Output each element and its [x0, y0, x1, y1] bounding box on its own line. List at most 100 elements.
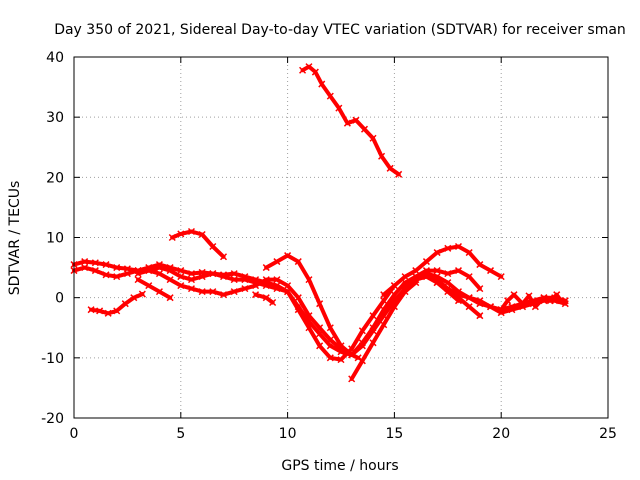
series-point — [102, 271, 110, 279]
x-tick-label: 20 — [492, 426, 510, 442]
series-point — [198, 230, 206, 239]
y-tick-label: -20 — [41, 411, 64, 427]
series-point — [326, 354, 334, 362]
series-point — [444, 270, 452, 278]
series-point — [412, 267, 420, 275]
series-point — [412, 276, 420, 284]
series-point — [219, 253, 228, 261]
series-point — [96, 307, 104, 315]
y-tick-label: 10 — [46, 231, 64, 247]
series-point — [305, 63, 313, 71]
series-point — [168, 233, 176, 242]
x-tick-label: 0 — [70, 426, 79, 442]
series-point — [476, 312, 484, 320]
y-tick-label: 30 — [46, 110, 64, 126]
series-point — [113, 273, 121, 281]
series-point — [465, 249, 473, 257]
series-point — [354, 354, 362, 362]
series-point — [177, 267, 185, 275]
series-point — [299, 66, 307, 74]
series-point — [348, 375, 356, 383]
chart-title: Day 350 of 2021, Sidereal Day-to-day VTE… — [54, 22, 626, 38]
series-point — [138, 290, 146, 298]
series-point — [326, 342, 334, 350]
series-point — [422, 270, 430, 278]
series-point — [497, 273, 505, 281]
series-point — [476, 261, 484, 269]
x-tick-label: 10 — [279, 426, 297, 442]
series-point — [390, 303, 398, 311]
series-point — [155, 264, 163, 272]
series-point — [262, 294, 270, 302]
series-point — [155, 288, 163, 296]
series-point — [358, 357, 366, 365]
series-point — [390, 291, 398, 299]
series-point — [130, 294, 138, 302]
series-point — [386, 164, 394, 172]
series-point — [326, 324, 334, 332]
series-point — [230, 288, 238, 296]
series-point — [230, 276, 238, 284]
series-point — [262, 282, 270, 290]
series-point — [166, 294, 174, 302]
series-point — [91, 259, 99, 267]
series-point — [262, 264, 270, 272]
series-point — [358, 327, 366, 335]
series-point — [294, 303, 302, 311]
series-point — [155, 270, 163, 278]
series-point — [273, 285, 281, 293]
series-point — [87, 306, 95, 314]
series-point — [401, 282, 409, 290]
series-point — [454, 267, 463, 275]
series-point — [316, 300, 324, 308]
series-point — [284, 252, 292, 260]
series-point — [369, 339, 377, 347]
series-point — [343, 119, 351, 127]
series-point — [326, 92, 334, 100]
x-axis-label: GPS time / hours — [281, 458, 398, 474]
series-point — [121, 300, 129, 308]
series-point — [134, 270, 142, 278]
series-point — [241, 285, 249, 293]
series-point — [348, 351, 356, 359]
series-point — [335, 104, 343, 112]
series-point — [316, 330, 324, 338]
series-point — [318, 80, 326, 88]
series-point — [262, 276, 270, 284]
series-point — [177, 273, 185, 281]
y-axis-label: SDTVAR / TECUs — [7, 181, 23, 296]
y-tick-label: 20 — [46, 170, 64, 186]
series-point — [380, 321, 388, 329]
series-point — [284, 288, 292, 296]
series-point — [401, 288, 409, 296]
x-tick-label: 25 — [599, 426, 617, 442]
series-point — [380, 297, 388, 305]
series-point — [198, 273, 206, 281]
series-point — [369, 134, 377, 142]
series-point — [102, 261, 110, 269]
y-tick-group: -20 -10 0 10 20 30 40 — [41, 50, 608, 427]
series-point — [360, 125, 369, 133]
y-tick-label: 0 — [55, 291, 64, 307]
series-point — [525, 292, 533, 300]
series-point — [553, 291, 561, 299]
series-point — [433, 249, 441, 257]
series-point — [444, 288, 452, 296]
series-point — [187, 276, 196, 284]
series-point — [166, 267, 174, 275]
series-point — [198, 288, 206, 296]
series-point — [369, 324, 377, 332]
series-point — [401, 273, 409, 281]
y-tick-label: -10 — [41, 351, 64, 367]
series-point — [519, 300, 527, 308]
series-point — [269, 298, 277, 307]
series-line-arc-m — [424, 271, 461, 303]
series-point — [113, 307, 121, 315]
series-point — [209, 288, 217, 296]
series-point — [433, 279, 441, 287]
series-group — [70, 63, 569, 383]
series-point — [465, 273, 473, 281]
series-point — [395, 170, 403, 178]
series-point — [557, 297, 565, 305]
